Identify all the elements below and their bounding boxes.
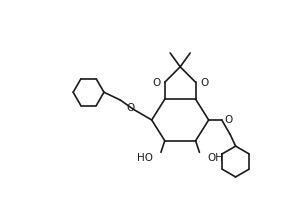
Text: HO: HO: [137, 153, 153, 163]
Text: O: O: [225, 115, 233, 125]
Text: O: O: [152, 78, 160, 88]
Text: O: O: [127, 103, 135, 113]
Text: OH: OH: [207, 153, 223, 163]
Text: O: O: [200, 78, 209, 88]
